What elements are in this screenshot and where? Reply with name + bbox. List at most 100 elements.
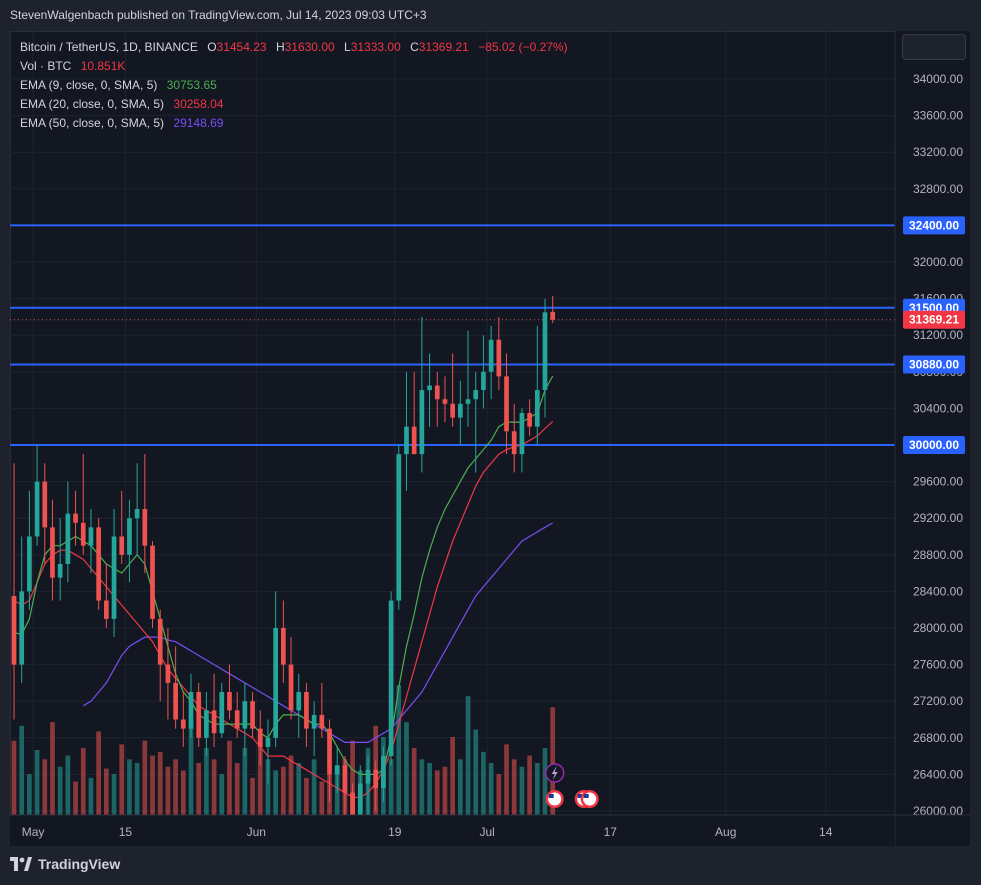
volume-bar	[204, 748, 209, 815]
candle-body	[550, 311, 556, 320]
volume-bar	[542, 748, 548, 815]
candle-body	[119, 536, 125, 555]
horizontal-levels	[10, 224, 895, 446]
candle-body	[357, 783, 363, 816]
level-price-label: 30880.00	[909, 357, 959, 371]
volume-bar	[288, 755, 294, 815]
candle-body	[142, 509, 148, 546]
ema20-value: 30258.04	[173, 97, 224, 111]
volume-bar	[281, 766, 286, 815]
volume-bars	[11, 685, 556, 815]
legend-ema9-row: EMA (9, close, 0, SMA, 5) 30753.65	[20, 76, 568, 95]
price-tick-label: 31200.00	[913, 328, 963, 342]
last-price-label: 31369.21	[909, 313, 959, 327]
event-markers	[544, 763, 599, 808]
time-tick-label: May	[22, 825, 45, 839]
ema20-line	[13, 420, 554, 798]
candle-body	[496, 339, 502, 377]
price-tick-label: 29600.00	[913, 475, 963, 489]
volume-bar	[219, 774, 225, 815]
price-chart[interactable]: 34000.00 33600.00 33200.00 32800.00 32400.00…	[10, 31, 970, 846]
chart-legend: Bitcoin / TetherUS, 1D, BINANCE O31454.2…	[20, 38, 568, 133]
legend-volume-row: Vol · BTC 10.851K	[20, 57, 568, 76]
ema50-value: 29148.69	[173, 116, 224, 130]
candle-body	[65, 513, 71, 564]
ema9-label[interactable]: EMA (9, close, 0, SMA, 5)	[20, 78, 158, 92]
published-caption: StevenWalgenbach published on TradingVie…	[10, 8, 427, 22]
candle-body	[134, 509, 140, 519]
volume-bar	[65, 755, 71, 815]
volume-bar	[265, 759, 271, 815]
volume-bar	[234, 763, 240, 815]
candle-body	[319, 714, 325, 729]
candle-body	[11, 595, 17, 665]
volume-bar	[27, 774, 32, 815]
time-axis: May 15 Jun 19 Jul 17 Aug 14	[10, 814, 970, 846]
volume-bar	[396, 685, 402, 815]
volume-bar	[411, 748, 417, 815]
time-tick-label: Jul	[479, 825, 494, 839]
candle-body	[19, 591, 25, 665]
candle-body	[527, 412, 532, 427]
candle-body	[127, 518, 132, 555]
price-tick-label: 27200.00	[913, 694, 963, 708]
volume-label[interactable]: Vol · BTC	[20, 59, 72, 73]
volume-bar	[450, 737, 455, 815]
candle-body	[434, 385, 440, 400]
candle-body	[42, 481, 48, 528]
chart-frame	[10, 31, 970, 846]
volume-bar	[127, 759, 132, 815]
volume-bar	[481, 751, 486, 815]
candle-body	[342, 765, 348, 793]
candle-body	[34, 481, 40, 537]
time-tick-label: 15	[119, 825, 133, 839]
price-tick-label: 28400.00	[913, 584, 963, 598]
price-tick-label: 26400.00	[913, 767, 963, 781]
candle-body	[481, 371, 486, 391]
volume-bar	[550, 707, 556, 815]
volume-bar	[434, 770, 440, 815]
high-label: H	[275, 40, 285, 54]
time-tick-label: Jun	[247, 825, 266, 839]
candle-body	[442, 399, 448, 404]
tradingview-logo-icon	[10, 857, 32, 871]
time-tick-label: Aug	[715, 825, 736, 839]
candle-body	[165, 664, 171, 683]
candle-body	[250, 701, 255, 729]
candle-body	[388, 600, 394, 757]
level-price-tag	[903, 436, 965, 454]
volume-bar	[419, 759, 425, 815]
open-label: O	[207, 40, 217, 54]
lightning-glyph	[551, 766, 558, 780]
close-label: C	[410, 40, 419, 54]
brand-name: TradingView	[38, 856, 121, 872]
candle-body	[180, 719, 186, 729]
candle-body	[504, 376, 509, 432]
ema50-label[interactable]: EMA (50, close, 0, SMA, 5)	[20, 116, 165, 130]
us-flag-canton	[577, 794, 583, 798]
price-tick-label: 28000.00	[913, 621, 963, 635]
candle-body	[465, 399, 471, 404]
level-price-label: 32400.00	[909, 218, 959, 232]
candle-body	[219, 692, 225, 734]
change-value: −85.02 (−0.27%)	[478, 40, 568, 54]
candle-body	[173, 682, 178, 720]
candle-body	[519, 412, 525, 455]
volume-bar	[496, 774, 502, 815]
scale-settings-box[interactable]	[902, 34, 966, 60]
ema20-label[interactable]: EMA (20, close, 0, SMA, 5)	[20, 97, 165, 111]
candle-body	[304, 692, 309, 729]
symbol-title[interactable]: Bitcoin / TetherUS, 1D, BINANCE	[20, 40, 198, 54]
candle-body	[296, 692, 302, 711]
candle-body	[381, 756, 386, 789]
candle-body	[188, 692, 194, 729]
level-price-label: 30000.00	[909, 438, 959, 452]
candle-body	[542, 312, 548, 391]
footer-brand[interactable]: TradingView	[10, 856, 120, 872]
price-axis: 34000.00 33600.00 33200.00 32800.00 32400.00…	[894, 31, 970, 846]
candle-body	[427, 385, 432, 391]
ema-lines	[13, 375, 554, 798]
volume-bar	[88, 777, 94, 815]
volume-bar	[319, 781, 325, 815]
volume-bar	[511, 759, 517, 815]
